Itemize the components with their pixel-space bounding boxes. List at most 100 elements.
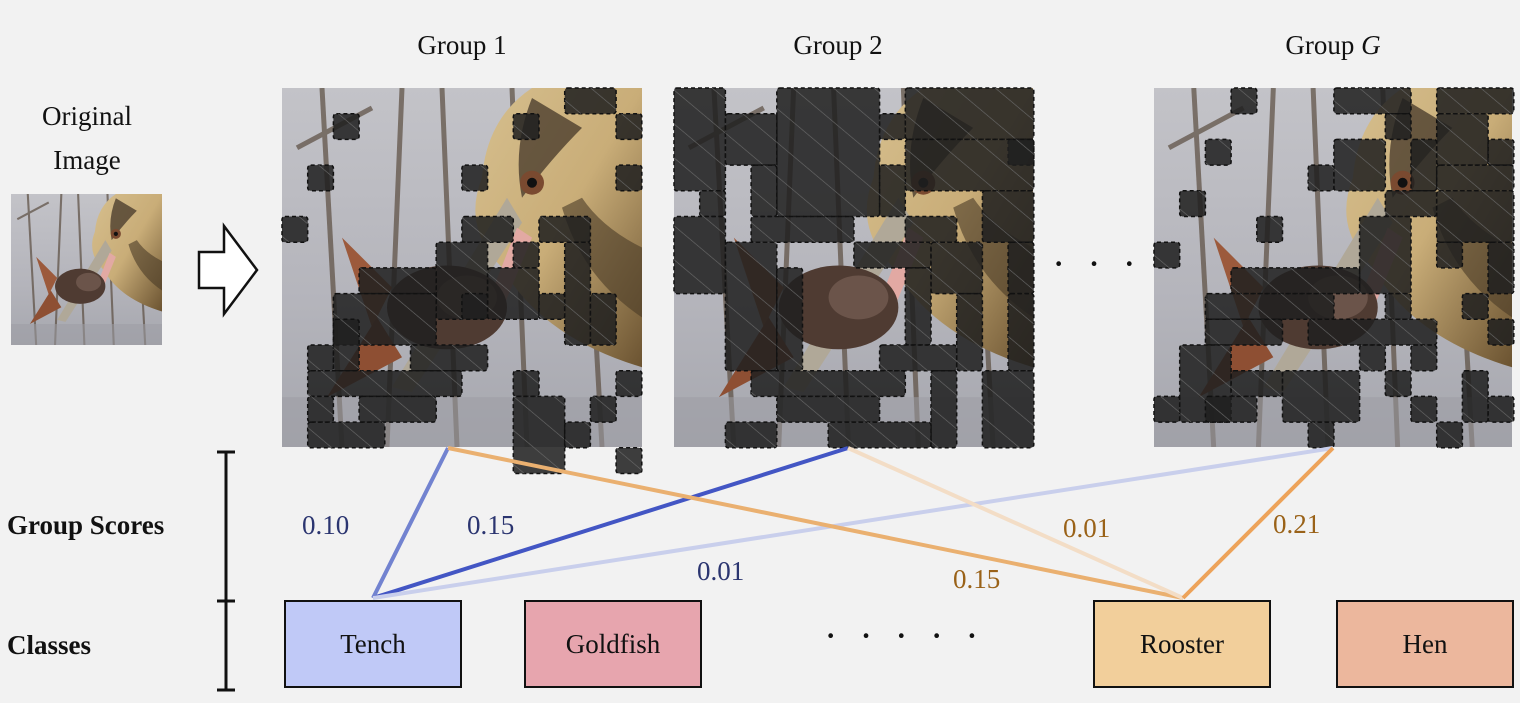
class-box-goldfish: Goldfish bbox=[524, 600, 702, 688]
classes-label: Classes bbox=[7, 630, 92, 660]
original-image-label: Original Image bbox=[42, 101, 132, 175]
classes-ellipsis: · · · · · bbox=[824, 613, 985, 658]
mask-hatch bbox=[487, 267, 539, 320]
group-g-title: Group G bbox=[1285, 30, 1381, 60]
mask-hatch bbox=[982, 190, 1034, 243]
mask-hatch bbox=[1385, 190, 1437, 217]
mask-hatch bbox=[776, 88, 880, 217]
mask-hatch bbox=[1154, 242, 1180, 268]
mask-hatch bbox=[1488, 242, 1514, 294]
mask-hatch bbox=[982, 370, 1034, 448]
class-label-tench: Tench bbox=[340, 628, 406, 659]
class-label-rooster: Rooster bbox=[1140, 628, 1224, 659]
class-box-hen: Hen bbox=[1336, 600, 1514, 688]
mask-hatch bbox=[513, 113, 539, 140]
mask-hatch bbox=[905, 88, 1034, 140]
mask-hatch bbox=[879, 113, 906, 140]
mask-hatch bbox=[1436, 422, 1463, 448]
mask-hatch bbox=[1008, 242, 1034, 294]
mask-hatch bbox=[853, 242, 931, 268]
class-box-rooster: Rooster bbox=[1093, 600, 1271, 688]
mask-hatch bbox=[956, 293, 983, 371]
mask-hatch bbox=[564, 422, 591, 448]
mask-hatch bbox=[1205, 319, 1283, 345]
mask-hatch bbox=[307, 422, 385, 448]
mask-hatch bbox=[905, 139, 1034, 191]
mask-hatch bbox=[725, 113, 777, 166]
mask-hatch bbox=[674, 88, 726, 191]
mask-hatch bbox=[1179, 190, 1206, 217]
original-image bbox=[11, 194, 162, 345]
bracket-axis bbox=[217, 450, 235, 692]
mask-hatch bbox=[1359, 216, 1411, 294]
line-groupG-tench bbox=[372, 446, 1334, 600]
mask-hatch bbox=[359, 267, 437, 294]
class-label-hen: Hen bbox=[1402, 628, 1448, 659]
line-group2-tench bbox=[372, 446, 849, 600]
mask-hatch bbox=[616, 370, 642, 397]
mask-hatch bbox=[616, 113, 642, 140]
mask-hatch bbox=[1231, 88, 1257, 114]
score-group1-tench: 0.10 bbox=[302, 510, 350, 540]
mask-hatch bbox=[725, 422, 777, 448]
group-1-image bbox=[281, 87, 643, 475]
mask-hatch bbox=[590, 293, 617, 345]
mask-hatch bbox=[699, 190, 726, 217]
mask-hatch bbox=[564, 242, 591, 345]
mask-hatch bbox=[1436, 190, 1514, 243]
mask-hatch bbox=[333, 319, 360, 371]
mask-hatch bbox=[1256, 216, 1283, 243]
mask-hatch bbox=[1411, 396, 1437, 423]
group-g-image bbox=[1153, 87, 1515, 449]
mask-hatch bbox=[513, 396, 565, 474]
mask-hatch bbox=[1488, 319, 1514, 345]
mask-hatch bbox=[1436, 242, 1463, 268]
score-group2-rooster: 0.01 bbox=[1063, 513, 1111, 543]
arrow-right-icon bbox=[197, 222, 259, 318]
mask-hatch bbox=[1411, 139, 1437, 191]
mask-hatch bbox=[725, 242, 777, 371]
mask-hatch bbox=[616, 447, 642, 474]
mask-hatch bbox=[1462, 370, 1489, 423]
mask-hatch bbox=[1436, 165, 1514, 191]
mask-hatch bbox=[513, 242, 539, 268]
mask-hatch bbox=[1411, 345, 1437, 371]
mask-hatch bbox=[539, 293, 565, 320]
mask-hatch bbox=[931, 370, 957, 448]
mask-hatch bbox=[905, 267, 931, 345]
mask-hatch bbox=[1359, 345, 1386, 371]
mask-hatch bbox=[461, 216, 514, 243]
mask-hatch bbox=[564, 88, 617, 114]
mask-hatch bbox=[1008, 293, 1034, 371]
mask-hatch bbox=[1333, 88, 1411, 114]
mask-hatch bbox=[359, 396, 437, 423]
score-groupG-rooster: 0.21 bbox=[1273, 509, 1321, 539]
line-group1-tench bbox=[371, 447, 450, 599]
group-1-title: Group 1 bbox=[417, 30, 507, 60]
class-label-goldfish: Goldfish bbox=[565, 628, 661, 659]
mask-hatch bbox=[674, 216, 726, 294]
mask-hatch bbox=[1205, 293, 1334, 320]
mask-hatch bbox=[307, 396, 334, 423]
mask-hatch bbox=[828, 422, 931, 448]
mask-hatch bbox=[1385, 370, 1411, 397]
mask-hatch bbox=[1205, 396, 1257, 423]
group-scores-label: Group Scores bbox=[7, 510, 165, 540]
mask-hatch bbox=[1436, 88, 1514, 114]
mask-hatch bbox=[513, 370, 539, 397]
score-groupG-tench: 0.01 bbox=[697, 556, 745, 586]
mask-hatch bbox=[461, 165, 488, 191]
score-group2-tench: 0.15 bbox=[467, 510, 515, 540]
mask-hatch bbox=[1488, 396, 1514, 423]
mask-hatch bbox=[307, 370, 462, 397]
mask-hatch bbox=[1385, 113, 1411, 140]
mask-hatch bbox=[931, 242, 983, 294]
mask-hatch bbox=[1436, 113, 1489, 166]
mask-hatch bbox=[333, 113, 360, 140]
mask-hatch bbox=[879, 345, 957, 371]
groups-ellipsis: · · · bbox=[1052, 241, 1142, 286]
mask-hatch bbox=[1308, 165, 1334, 191]
mask-hatch bbox=[307, 345, 334, 371]
mask-hatch bbox=[751, 370, 906, 397]
